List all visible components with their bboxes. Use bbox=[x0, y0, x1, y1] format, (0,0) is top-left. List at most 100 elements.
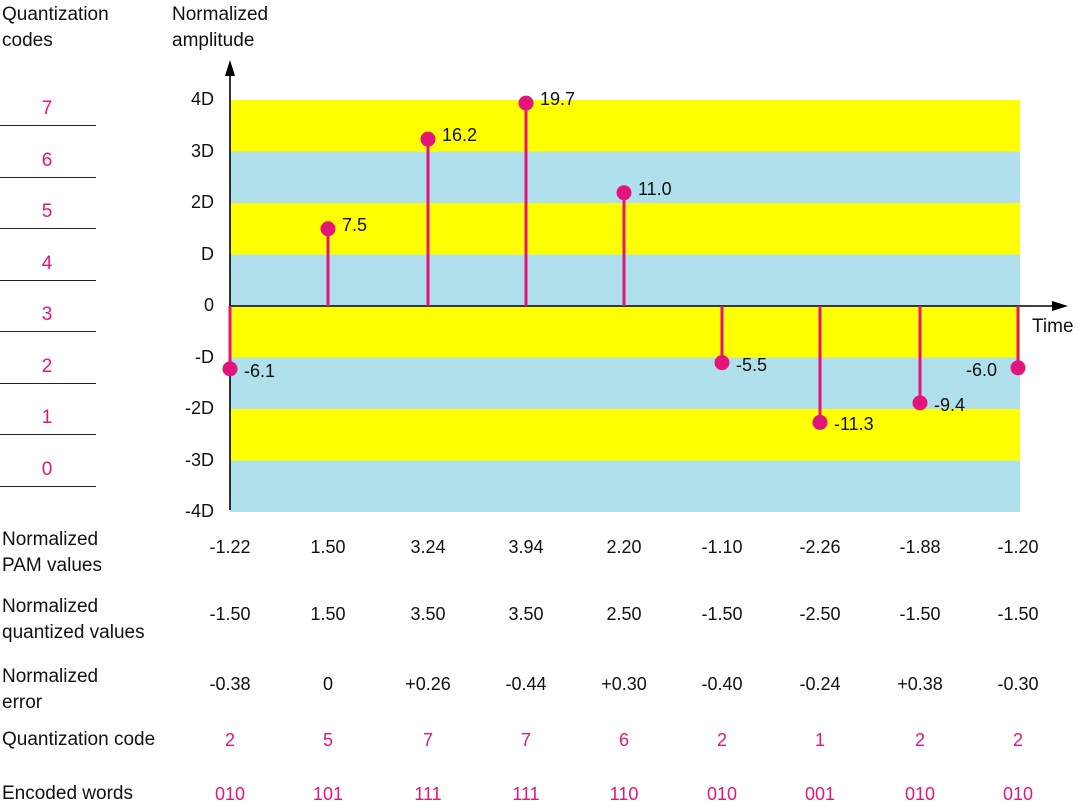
table-cell: -1.20 bbox=[997, 537, 1039, 557]
table-cell: -1.50 bbox=[209, 604, 251, 624]
quantization-code-label: 0 bbox=[41, 458, 53, 480]
table-cell: -1.50 bbox=[701, 604, 743, 624]
time-axis-label: Time bbox=[1032, 316, 1074, 337]
table-cell: +0.30 bbox=[601, 674, 647, 694]
stem-point bbox=[912, 395, 928, 411]
table-cell: -2.26 bbox=[799, 537, 841, 557]
table-cell: 2 bbox=[914, 730, 925, 750]
band-4 bbox=[230, 306, 1020, 358]
y-tick-label: -2D bbox=[184, 398, 214, 418]
table-row-label: Quantization code bbox=[2, 729, 156, 750]
amplitude-axis-title: Normalized amplitude bbox=[172, 4, 269, 51]
table-cell: -0.24 bbox=[799, 674, 841, 694]
code-separator-line bbox=[0, 279, 96, 281]
table-cell: +0.26 bbox=[405, 674, 451, 694]
code-separator-line bbox=[0, 125, 96, 126]
code-separator-line bbox=[0, 176, 96, 178]
quantization-code-label: 2 bbox=[41, 355, 53, 377]
quantization-code-label: 4 bbox=[41, 252, 53, 274]
table-cell: 1 bbox=[814, 730, 825, 750]
table-cell: 010 bbox=[904, 784, 936, 804]
point-value-label: -9.4 bbox=[934, 394, 966, 415]
stem-point bbox=[714, 355, 730, 371]
table-cell: -2.50 bbox=[799, 604, 841, 624]
point-value-label: 19.7 bbox=[540, 89, 576, 110]
table-cell: -1.88 bbox=[899, 537, 941, 557]
table-cell: -0.44 bbox=[505, 674, 547, 694]
y-tick-label: 4D bbox=[190, 89, 214, 109]
stem-point bbox=[320, 221, 336, 237]
table-cell: -0.40 bbox=[701, 674, 743, 694]
table-cell: -0.30 bbox=[997, 674, 1039, 694]
band-5 bbox=[230, 357, 1020, 409]
code-separator-line bbox=[0, 382, 96, 384]
table-cell: 1.50 bbox=[310, 604, 346, 624]
stem-point bbox=[222, 361, 238, 377]
table-cell: 7 bbox=[422, 730, 433, 750]
table-cell: 5 bbox=[322, 730, 333, 750]
band-0 bbox=[230, 100, 1020, 152]
table-cell: 101 bbox=[312, 784, 344, 804]
table-cell: 010 bbox=[706, 784, 738, 804]
y-axis-arrow bbox=[225, 60, 235, 76]
quantization-code-label: 5 bbox=[41, 201, 53, 222]
table-cell: -1.50 bbox=[899, 604, 941, 624]
stem-point bbox=[518, 95, 534, 111]
band-7 bbox=[230, 460, 1020, 512]
stem-point bbox=[420, 131, 436, 147]
table-cell: 7 bbox=[520, 730, 531, 750]
y-tick-label: -3D bbox=[184, 449, 214, 470]
point-value-label: 16.2 bbox=[442, 125, 478, 146]
table-row-label: Normalized quantized values bbox=[2, 596, 145, 643]
quantization-code-label: 3 bbox=[41, 304, 53, 325]
point-value-label: -5.5 bbox=[736, 354, 768, 375]
y-tick-label: 3D bbox=[190, 140, 214, 161]
table-cell: 111 bbox=[414, 784, 442, 804]
axes-layer bbox=[225, 60, 1068, 510]
table-cell: -1.50 bbox=[997, 604, 1039, 624]
x-axis-arrow bbox=[1052, 301, 1068, 311]
table-cell: 6 bbox=[618, 730, 629, 750]
quantization-code-label: 6 bbox=[41, 149, 53, 171]
table-cell: 2 bbox=[1012, 730, 1023, 750]
table-cell: -1.10 bbox=[701, 537, 743, 557]
stem-layer bbox=[222, 95, 1026, 430]
code-separator-line bbox=[0, 331, 96, 332]
table-cell: 1.50 bbox=[310, 537, 346, 557]
table-cell: 3.50 bbox=[410, 604, 446, 624]
y-tick-label: -D bbox=[195, 346, 214, 367]
table-cell: 2 bbox=[224, 730, 235, 750]
band-layer bbox=[230, 100, 1020, 512]
stem-point bbox=[812, 414, 828, 430]
table-row-label: Normalized error bbox=[2, 666, 99, 713]
y-tick-label: -4D bbox=[184, 501, 214, 521]
quantization-codes-title: Quantization codes bbox=[2, 4, 109, 51]
y-tick-label: 2D bbox=[190, 192, 214, 212]
table-cell: 2.50 bbox=[606, 604, 642, 624]
table-cell: 2.20 bbox=[606, 537, 642, 557]
point-value-label: 7.5 bbox=[342, 214, 368, 235]
code-separator-line bbox=[0, 485, 96, 487]
code-separator-line bbox=[0, 228, 96, 229]
quantization-code-label: 1 bbox=[41, 407, 53, 428]
quantization-code-label: 7 bbox=[41, 98, 53, 119]
table-cell: 010 bbox=[214, 784, 246, 804]
table-cell: 111 bbox=[512, 784, 540, 804]
table-row-label: Encoded words bbox=[2, 783, 133, 804]
band-6 bbox=[230, 409, 1020, 461]
point-value-label: -11.3 bbox=[834, 414, 874, 435]
stem-point bbox=[616, 185, 632, 201]
table-cell: 0 bbox=[322, 674, 333, 694]
table-cell: 110 bbox=[609, 784, 639, 804]
table-cell: -1.22 bbox=[209, 537, 251, 557]
point-value-label: -6.0 bbox=[966, 359, 998, 380]
table-cell: 3.24 bbox=[410, 537, 446, 557]
table-cell: -0.38 bbox=[209, 674, 251, 694]
table-cell: 3.50 bbox=[508, 604, 544, 624]
code-separator-line bbox=[0, 434, 96, 435]
table-cell: 010 bbox=[1002, 784, 1034, 804]
y-tick-label: 0 bbox=[203, 295, 214, 315]
table-cell: 2 bbox=[716, 730, 727, 750]
y-tick-label: D bbox=[201, 243, 214, 264]
